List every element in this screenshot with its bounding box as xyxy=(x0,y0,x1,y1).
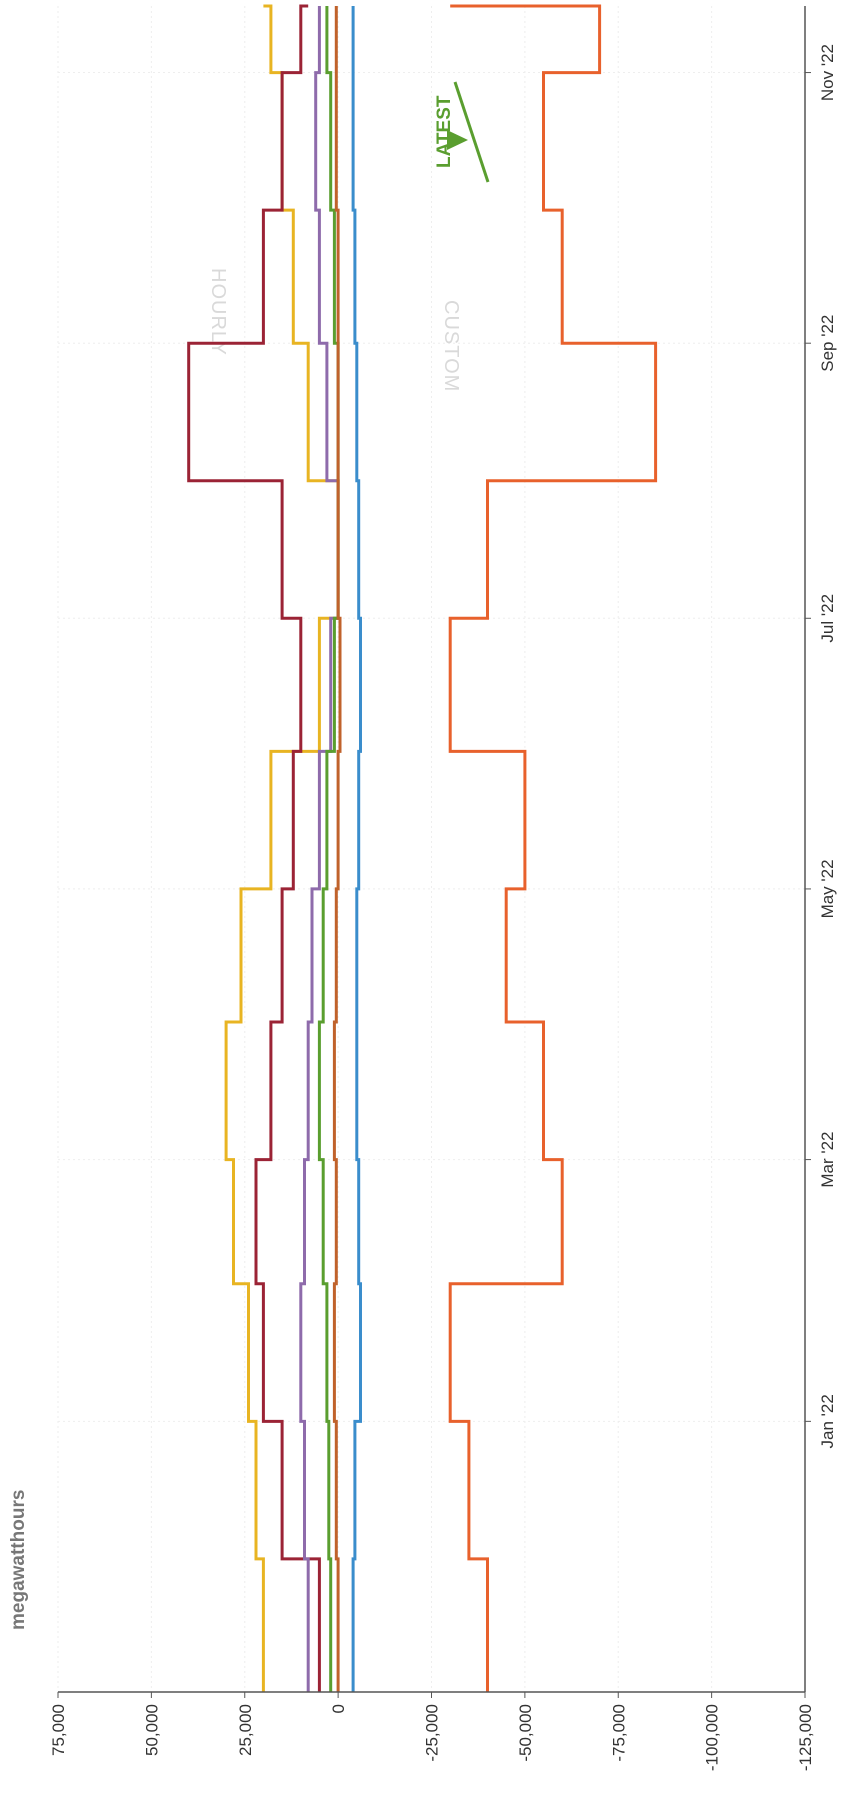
latest-annotation: LATEST xyxy=(434,81,490,183)
value-tick-label: -75,000 xyxy=(609,1704,628,1762)
time-tick-label: Jan '22 xyxy=(818,1394,837,1448)
value-tick-label: -125,000 xyxy=(796,1704,815,1771)
value-tick-label: -50,000 xyxy=(516,1704,535,1762)
series-line-7 xyxy=(448,4,658,1692)
value-tick-label: 50,000 xyxy=(142,1704,161,1756)
time-tick-label: Sep '22 xyxy=(818,315,837,372)
value-tick-labels: 75,000 50,000 25,000 0 -25,000 -50,000 -75,000… xyxy=(49,1692,815,1771)
series-line-5 xyxy=(332,6,342,1692)
series-line-3 xyxy=(299,6,340,1692)
value-tick-label: 0 xyxy=(329,1704,348,1713)
series-line-2 xyxy=(187,4,321,1692)
time-tick-labels: Jan '22 Mar '22 May '22 Jul '22 Sep '22 Nov '… xyxy=(805,44,837,1449)
series-layer xyxy=(187,4,658,1692)
series-line-1 xyxy=(224,4,340,1692)
watermarks: HOURLY CUSTOM xyxy=(207,268,462,392)
latest-label: LATEST xyxy=(434,95,455,168)
time-tick-label: Nov '22 xyxy=(818,44,837,101)
value-tick-label: -100,000 xyxy=(703,1704,722,1771)
watermark-custom: CUSTOM xyxy=(440,300,462,392)
latest-arrow-icon xyxy=(447,130,468,150)
time-tick-label: May '22 xyxy=(818,859,837,918)
series-line-6 xyxy=(351,6,362,1692)
series-line-4 xyxy=(317,6,340,1692)
value-axis-title: megawatthours xyxy=(8,1490,29,1630)
watermark-hourly: HOURLY xyxy=(207,268,229,356)
value-tick-label: 25,000 xyxy=(236,1704,255,1756)
latest-marker-line xyxy=(453,81,490,183)
time-tick-label: Jul '22 xyxy=(818,594,837,643)
value-tick-label: 75,000 xyxy=(49,1704,68,1756)
value-tick-label: -25,000 xyxy=(423,1704,442,1762)
time-tick-label: Mar '22 xyxy=(818,1132,837,1188)
